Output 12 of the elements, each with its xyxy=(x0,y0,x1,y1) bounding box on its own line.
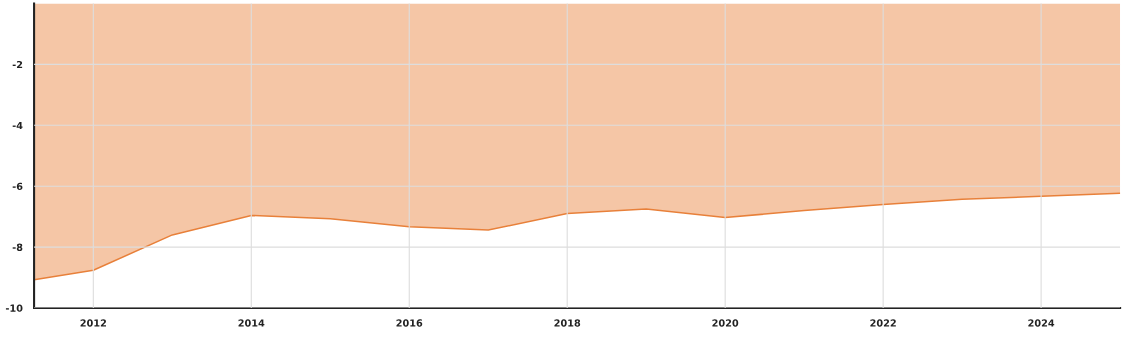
y-tick-label: -4 xyxy=(12,121,23,130)
x-tick-label: 2020 xyxy=(712,319,739,327)
x-tick-label: 2022 xyxy=(870,319,896,327)
x-tick-label: 2018 xyxy=(554,319,581,327)
x-tick-label: 2024 xyxy=(1028,319,1055,327)
y-tick-label: -10 xyxy=(5,304,23,312)
x-tick-label: 2014 xyxy=(238,319,265,327)
x-tick-label: 2016 xyxy=(396,319,423,327)
y-tick-label: -2 xyxy=(12,60,23,69)
x-tick-label: 2012 xyxy=(80,319,106,327)
y-tick-label: -6 xyxy=(12,182,23,191)
y-tick-label: -8 xyxy=(12,243,23,251)
